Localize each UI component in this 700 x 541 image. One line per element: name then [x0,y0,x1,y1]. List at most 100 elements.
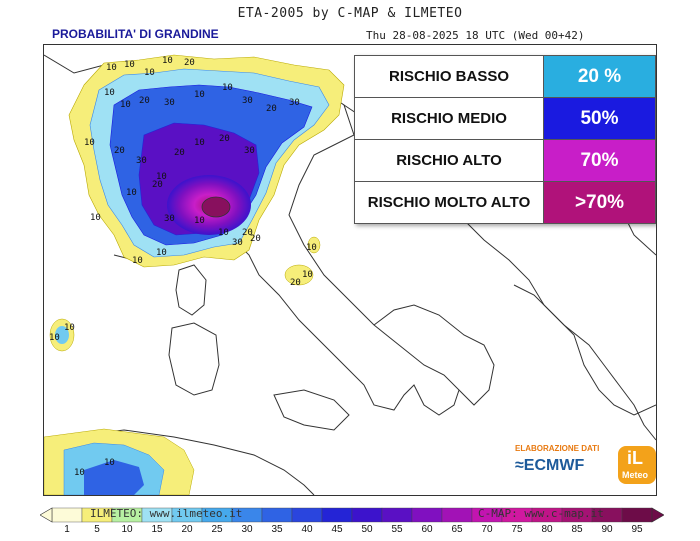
scale-tick-label: 40 [301,524,313,535]
contour-label: 10 [156,172,167,182]
contour-label: 10 [302,270,313,280]
scale-cell [381,507,413,523]
contour-label: 20 [250,234,261,244]
contour-label: 10 [126,188,137,198]
risk-row-very-high: RISCHIO MOLTO ALTO >70% [354,181,656,224]
ecmwf-text: ECMWF [523,457,585,474]
ecmwf-icon: ≈ [515,457,524,474]
contour-label: 10 [104,88,115,98]
scale-cell [621,507,653,523]
risk-value: >70% [543,181,656,224]
scale-tick-label: 30 [241,524,253,535]
scale-cell [441,507,473,523]
contour-label: 20 [139,96,150,106]
risk-label: RISCHIO BASSO [354,55,544,98]
hail-zone-core [201,196,231,218]
contour-label: 20 [242,228,253,238]
scale-tick-label: 60 [421,524,433,535]
contour-label: 30 [232,238,243,248]
scale-tick-label: 35 [271,524,283,535]
map-subtitle: PROBABILITA' DI GRANDINE [52,27,219,41]
hail-probability-map: 10 10 10 10 20 10 10 20 30 10 10 30 20 30 10 20 30 10 10 20… [43,44,657,496]
contour-label: 20 [219,134,230,144]
contour-label: 10 [84,138,95,148]
contour-label: 10 [104,458,115,468]
risk-row-low: RISCHIO BASSO 20 % [354,55,656,98]
contour-label: 10 [120,100,131,110]
risk-value: 20 % [543,55,656,98]
contour-label: 10 [64,323,75,333]
scale-tick-label: 75 [511,524,523,535]
scale-tick-label: 65 [451,524,463,535]
cmap-credit: C-MAP: www.c-map.it [478,507,604,520]
data-provider-logos: ELABORAZIONE DATI ≈ECMWF iL Meteo [515,444,665,488]
scale-cell [411,507,443,523]
contour-label: 20 [184,58,195,68]
scale-cell [261,507,293,523]
risk-label: RISCHIO MOLTO ALTO [354,181,544,224]
scale-tick-label: 5 [94,524,100,535]
scale-cell [351,507,383,523]
risk-legend: RISCHIO BASSO 20 % RISCHIO MEDIO 50% RIS… [354,55,656,224]
ilmeteo-mark: iL [627,448,643,468]
risk-row-high: RISCHIO ALTO 70% [354,139,656,182]
contour-label: 30 [164,214,175,224]
ecmwf-logo: ≈ECMWF [515,457,584,475]
scale-tick-label: 1 [64,524,70,535]
ilmeteo-credit: ILMETEO: www.ilmeteo.it [90,507,243,520]
contour-label: 10 [124,60,135,70]
scale-tick-label: 50 [361,524,373,535]
map-title: ETA-2005 by C-MAP & ILMETEO [237,6,463,21]
contour-label: 10 [90,213,101,223]
contour-label: 10 [162,56,173,66]
contour-label: 10 [156,248,167,258]
contour-label: 10 [194,216,205,226]
scale-right-arrow [651,507,664,523]
risk-label: RISCHIO ALTO [354,139,544,182]
scale-tick-label: 55 [391,524,403,535]
contour-label: 20 [114,146,125,156]
scale-tick-label: 90 [601,524,613,535]
contour-label: 10 [306,243,317,253]
contour-label: 10 [106,63,117,73]
contour-label: 20 [152,180,163,190]
risk-value: 50% [543,97,656,140]
risk-label: RISCHIO MEDIO [354,97,544,140]
elaborazione-label: ELABORAZIONE DATI [515,444,600,453]
color-scale-ticks: 1 5 10 15 20 25 30 35 40 45 50 55 60 65 70 75 80 85 90 95 [0,524,700,538]
contour-label: 30 [164,98,175,108]
contour-label: 30 [136,156,147,166]
scale-left-arrow [40,507,53,523]
ilmeteo-logo: iL Meteo [618,446,656,484]
hail-cell [284,264,314,286]
risk-row-medium: RISCHIO MEDIO 50% [354,97,656,140]
hail-cell [307,236,321,254]
ilmeteo-name: Meteo [622,470,649,480]
contour-label: 10 [218,228,229,238]
scale-tick-label: 10 [121,524,133,535]
scale-tick-label: 70 [481,524,493,535]
hail-cell [55,326,69,344]
contour-label: 10 [49,333,60,343]
contour-label: 10 [194,90,205,100]
contour-label: 30 [289,98,300,108]
contour-label: 20 [174,148,185,158]
contour-label: 10 [74,468,85,478]
contour-label: 10 [222,83,233,93]
scale-tick-label: 15 [151,524,163,535]
scale-cell [321,507,353,523]
scale-tick-label: 95 [631,524,643,535]
contour-label: 10 [194,138,205,148]
color-scale-bar [40,507,664,523]
contour-label: 10 [144,68,155,78]
risk-value: 70% [543,139,656,182]
contour-label: 10 [132,256,143,266]
scale-cell [51,507,83,523]
scale-tick-label: 45 [331,524,343,535]
contour-label: 30 [244,146,255,156]
run-info: Thu 28-08-2025 18 UTC (Wed 00+42) [366,29,585,42]
scale-tick-label: 80 [541,524,553,535]
contour-label: 20 [266,104,277,114]
scale-tick-label: 85 [571,524,583,535]
